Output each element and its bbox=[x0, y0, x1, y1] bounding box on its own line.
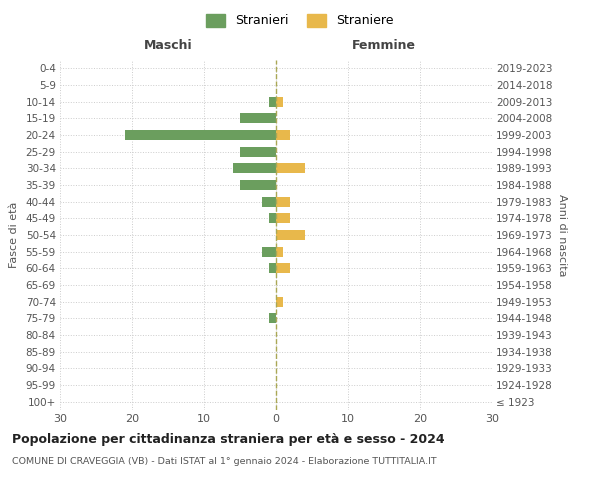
Bar bbox=[262, 196, 276, 206]
Text: Femmine: Femmine bbox=[352, 38, 416, 52]
Text: Maschi: Maschi bbox=[143, 38, 193, 52]
Bar bbox=[262, 246, 276, 256]
Bar bbox=[276, 164, 305, 173]
Bar bbox=[269, 214, 276, 224]
Bar bbox=[276, 214, 290, 224]
Bar bbox=[233, 164, 276, 173]
Legend: Stranieri, Straniere: Stranieri, Straniere bbox=[202, 8, 398, 32]
Bar bbox=[240, 180, 276, 190]
Bar bbox=[269, 314, 276, 324]
Text: COMUNE DI CRAVEGGIA (VB) - Dati ISTAT al 1° gennaio 2024 - Elaborazione TUTTITAL: COMUNE DI CRAVEGGIA (VB) - Dati ISTAT al… bbox=[12, 458, 437, 466]
Bar bbox=[276, 130, 290, 140]
Y-axis label: Fasce di età: Fasce di età bbox=[8, 202, 19, 268]
Bar bbox=[276, 230, 305, 240]
Bar bbox=[240, 114, 276, 124]
Bar bbox=[269, 96, 276, 106]
Bar bbox=[276, 246, 283, 256]
Bar bbox=[276, 96, 283, 106]
Bar bbox=[269, 264, 276, 274]
Bar bbox=[276, 264, 290, 274]
Bar bbox=[240, 146, 276, 156]
Y-axis label: Anni di nascita: Anni di nascita bbox=[557, 194, 567, 276]
Text: Popolazione per cittadinanza straniera per età e sesso - 2024: Popolazione per cittadinanza straniera p… bbox=[12, 432, 445, 446]
Bar bbox=[276, 296, 283, 306]
Bar bbox=[276, 196, 290, 206]
Bar bbox=[125, 130, 276, 140]
